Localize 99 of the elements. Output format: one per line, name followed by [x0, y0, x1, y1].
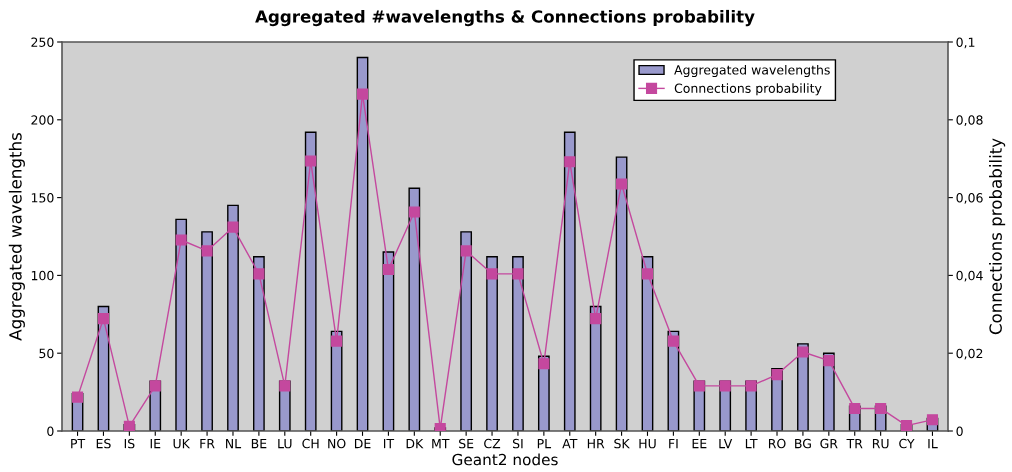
bar — [356, 56, 369, 431]
x-tick-label: IL — [928, 439, 938, 449]
point — [875, 402, 887, 414]
point — [771, 369, 783, 381]
point — [900, 419, 913, 431]
point — [667, 335, 679, 347]
bar — [175, 218, 188, 431]
y-tick-label: 100 — [31, 270, 54, 281]
x-tick-label: IS — [124, 438, 135, 449]
x-tick-label: MT — [432, 439, 450, 449]
x-tick-label: LT — [745, 439, 758, 449]
x-tick-label: FR — [200, 439, 215, 449]
x-tick-label: CZ — [484, 438, 501, 449]
x-tick-label: BG — [795, 438, 811, 449]
point — [149, 380, 161, 392]
x-tick-label: DE — [354, 439, 371, 449]
x-tick-label: CH — [302, 438, 319, 449]
x-tick-label: EE — [692, 439, 707, 449]
point — [616, 178, 628, 190]
y-tick-label: 150 — [31, 193, 54, 203]
x-tick-label: PL — [537, 439, 552, 449]
point — [331, 335, 343, 347]
point — [797, 346, 809, 358]
x-tick-label: BE — [251, 439, 267, 449]
bar — [615, 156, 628, 431]
y2-tick-label: 0 — [956, 426, 963, 436]
point — [512, 268, 524, 280]
bar — [382, 251, 395, 431]
bar — [486, 256, 498, 431]
x-tick-label: IT — [383, 439, 395, 449]
y2-tick-label: 0,1 — [956, 37, 975, 49]
x-tick-label: NO — [328, 438, 346, 449]
point — [201, 245, 213, 257]
point — [564, 156, 576, 168]
point — [305, 155, 317, 167]
bar — [641, 256, 654, 431]
point — [745, 380, 757, 392]
point — [356, 88, 369, 100]
y2-tick-label: 0,08 — [956, 115, 983, 126]
x-tick-label: LV — [719, 439, 733, 449]
bar — [563, 131, 576, 431]
y-tick-label: 50 — [39, 348, 54, 359]
x-tick-label: NL — [226, 439, 242, 449]
point — [590, 313, 602, 325]
x-tick-label: RU — [872, 439, 889, 449]
x-tick-label: HR — [587, 439, 605, 449]
x-tick-label: SI — [512, 438, 523, 449]
x-tick-label: UK — [173, 439, 191, 449]
x-tick-label: DK — [406, 439, 424, 449]
legend-label: Aggregated wavelengths — [674, 64, 830, 78]
x-tick-label: FI — [669, 439, 678, 449]
x-axis-title: Geant2 nodes — [452, 453, 558, 466]
x-tick-label: ES — [96, 438, 111, 449]
x-tick-label: SK — [614, 438, 630, 449]
y2-axis-title: Connections probability — [989, 138, 1006, 335]
point — [175, 234, 187, 246]
point — [641, 268, 654, 280]
point — [253, 268, 265, 280]
point — [849, 402, 861, 414]
point — [279, 380, 291, 392]
point — [227, 221, 239, 233]
point — [97, 313, 110, 325]
x-tick-label: PT — [71, 439, 86, 449]
x-tick-label: RO — [768, 438, 786, 449]
x-tick-label: GR — [820, 438, 838, 449]
legend-label: Connections probability — [674, 83, 822, 96]
point — [460, 245, 472, 257]
x-tick-label: AT — [562, 439, 578, 449]
y-tick-label: 200 — [31, 115, 54, 125]
point — [693, 380, 705, 392]
bar — [460, 231, 473, 431]
y2-tick-label: 0,04 — [956, 270, 983, 282]
point — [408, 206, 420, 218]
y-axis-title: Aggregated wavelengths — [8, 133, 25, 341]
x-tick-label: HU — [639, 439, 656, 449]
y-tick-label: 0 — [47, 426, 54, 436]
bar — [227, 204, 239, 431]
point — [926, 414, 939, 426]
y-tick-label: 250 — [31, 37, 54, 47]
point — [538, 358, 550, 370]
bar — [512, 256, 524, 431]
y2-tick-label: 0,06 — [956, 193, 983, 204]
bar — [304, 131, 317, 431]
x-tick-label: LU — [278, 439, 292, 449]
point — [71, 391, 84, 403]
x-tick-label: CY — [899, 438, 915, 449]
point — [123, 420, 135, 431]
point — [719, 380, 731, 392]
bar — [408, 187, 421, 431]
x-tick-label: IE — [150, 439, 161, 449]
point — [823, 355, 835, 367]
y2-tick-label: 0,02 — [956, 348, 983, 360]
point — [382, 264, 394, 276]
x-tick-label: TR — [846, 439, 863, 449]
chart-title: Aggregated #wavelengths & Connections probability — [255, 9, 755, 27]
x-tick-label: SE — [459, 438, 474, 449]
bar — [201, 231, 213, 431]
point — [486, 268, 498, 280]
bar — [253, 256, 265, 431]
